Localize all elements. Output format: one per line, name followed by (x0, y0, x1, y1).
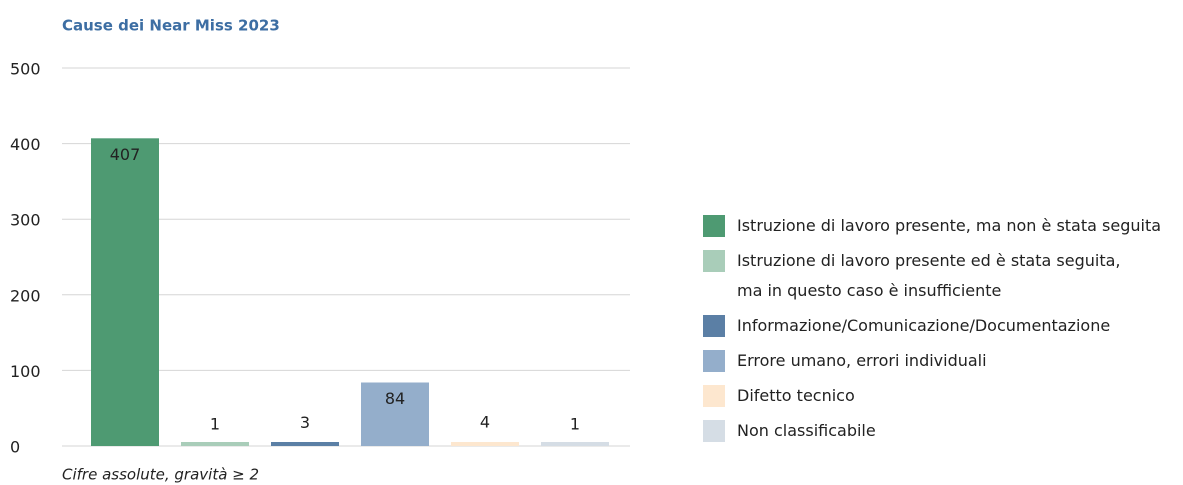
legend-label: Errore umano, errori individuali (737, 351, 987, 370)
y-tick-label: 200 (10, 286, 41, 305)
value-label: 407 (110, 145, 141, 164)
legend-item: Istruzione di lavoro presente, ma non è … (703, 211, 1161, 241)
legend-swatch (703, 250, 725, 272)
bar (91, 138, 159, 447)
legend-label: Non classificabile (737, 421, 876, 440)
y-tick-label: 300 (10, 211, 41, 230)
legend-item: Errore umano, errori individuali (703, 346, 1161, 376)
y-tick-label: 100 (10, 362, 41, 381)
legend-item: Difetto tecnico (703, 381, 1161, 411)
value-label: 84 (385, 389, 405, 408)
legend-item: Non classificabile (703, 416, 1161, 446)
legend-swatch (703, 315, 725, 337)
value-label: 1 (210, 415, 220, 434)
legend-label: Istruzione di lavoro presente ed è stata… (737, 251, 1121, 300)
legend-label: Informazione/Comunicazione/Documentazion… (737, 316, 1111, 335)
chart-title: Cause dei Near Miss 2023 (62, 17, 280, 35)
y-tick-label: 500 (10, 60, 41, 79)
bar (541, 442, 609, 446)
legend-item: Informazione/Comunicazione/Documentazion… (703, 311, 1161, 341)
bar (271, 442, 339, 446)
value-label: 3 (300, 413, 310, 432)
chart: Cause dei Near Miss 2023 Cifre assolute,… (10, 17, 630, 484)
legend-label: Difetto tecnico (737, 386, 855, 405)
legend-swatch (703, 215, 725, 237)
bar (361, 382, 429, 446)
value-label: 1 (570, 415, 580, 434)
legend-swatch (703, 420, 725, 442)
legend-label: Istruzione di lavoro presente, ma non è … (737, 216, 1162, 235)
bar (451, 442, 519, 446)
legend-item: Istruzione di lavoro presente ed è stata… (703, 246, 1161, 306)
note: Cifre assolute, gravità ≥ 2 (62, 466, 259, 484)
legend-swatch (703, 350, 725, 372)
y-tick-label: 400 (10, 135, 41, 154)
value-label: 4 (480, 412, 490, 431)
y-tick-label: 0 (10, 438, 20, 457)
legend: Istruzione di lavoro presente, ma non è … (703, 211, 1161, 451)
legend-swatch (703, 385, 725, 407)
bar (181, 442, 249, 446)
